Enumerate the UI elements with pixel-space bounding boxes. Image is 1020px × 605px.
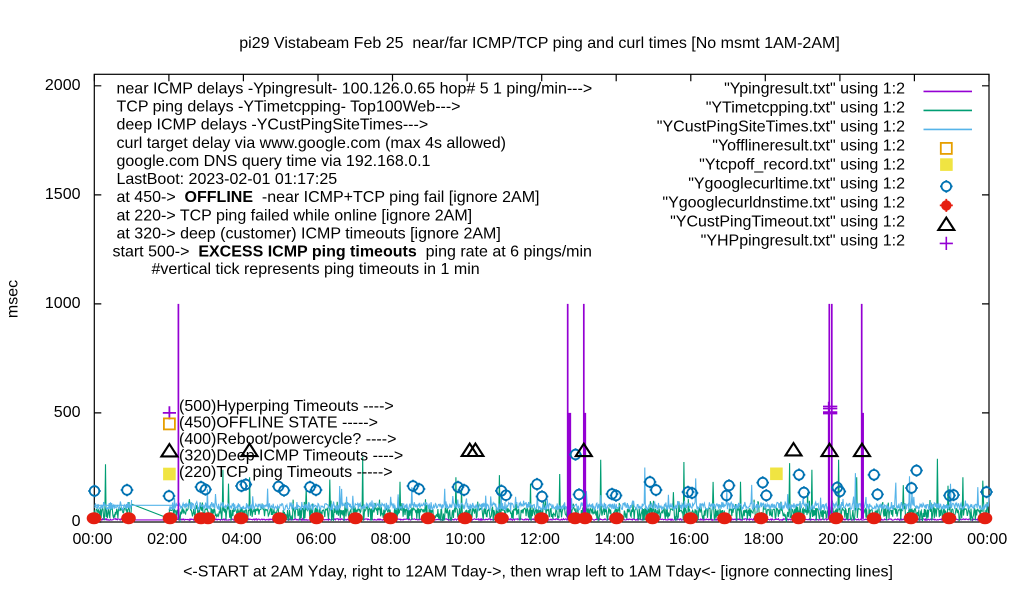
svg-text:at 220-> TCP ping failed while: at 220-> TCP ping failed while online [i… — [117, 208, 473, 225]
svg-text:start 500-> EXCESS ICMP ping: start 500-> EXCESS ICMP ping timeouts pi… — [113, 244, 592, 261]
svg-text:at 320-> deep (customer) ICMP: at 320-> deep (customer) ICMP timeouts [… — [117, 226, 501, 243]
svg-text:"Ytcpoff_record.txt" using 1:2: "Ytcpoff_record.txt" using 1:2 — [699, 157, 905, 174]
svg-text:"YTimetcpping.txt" using 1:2: "YTimetcpping.txt" using 1:2 — [706, 100, 905, 117]
svg-text:04:00: 04:00 — [222, 531, 262, 548]
svg-text:google.com DNS query time via: google.com DNS query time via 192.168.0.… — [117, 153, 431, 170]
svg-text:1000: 1000 — [45, 295, 81, 312]
svg-text:16:00: 16:00 — [669, 531, 709, 548]
svg-text:(320)Deep ICMP Timeouts ---->: (320)Deep ICMP Timeouts ----> — [179, 448, 403, 465]
svg-text:"Yofflineresult.txt" using 1:2: "Yofflineresult.txt" using 1:2 — [712, 138, 905, 155]
svg-text:"YCustPingTimeout.txt" using 1: "YCustPingTimeout.txt" using 1:2 — [670, 214, 905, 231]
svg-text:pi29 Vistabeam Feb 25 near/fa: pi29 Vistabeam Feb 25 near/far ICMP/TCP … — [239, 35, 840, 52]
svg-text:(220)TCP ping Timeouts ----->: (220)TCP ping Timeouts -----> — [179, 464, 393, 481]
svg-text:"Ypingresult.txt" using 1:2: "Ypingresult.txt" using 1:2 — [724, 81, 905, 98]
svg-text:22:00: 22:00 — [893, 531, 933, 548]
svg-text:500: 500 — [54, 404, 81, 421]
svg-text:08:00: 08:00 — [371, 531, 411, 548]
svg-text:"Ygooglecurltime.txt" using 1:: "Ygooglecurltime.txt" using 1:2 — [688, 176, 905, 193]
svg-text:06:00: 06:00 — [296, 531, 336, 548]
svg-text:<-START at 2AM Yday, right to: <-START at 2AM Yday, right to 12AM Tday-… — [183, 564, 893, 581]
svg-text:(400)Reboot/powercycle? ---->: (400)Reboot/powercycle? ----> — [179, 431, 396, 448]
svg-text:"YCustPingSiteTimes.txt" using: "YCustPingSiteTimes.txt" using 1:2 — [657, 119, 905, 136]
svg-text:2000: 2000 — [45, 77, 81, 94]
svg-text:#vertical tick represents ping: #vertical tick represents ping timeouts … — [152, 261, 480, 278]
svg-text:TCP ping delays -YTimetcpping-: TCP ping delays -YTimetcpping- Top100Web… — [117, 99, 461, 116]
svg-text:deep ICMP delays -YCustPingSit: deep ICMP delays -YCustPingSiteTimes---> — [117, 117, 429, 134]
svg-text:"YHPpingresult.txt" using 1:2: "YHPpingresult.txt" using 1:2 — [701, 233, 905, 250]
svg-text:1500: 1500 — [45, 186, 81, 203]
svg-text:LastBoot: 2023-02-01 01:17:25: LastBoot: 2023-02-01 01:17:25 — [117, 171, 338, 188]
svg-text:0: 0 — [72, 513, 81, 530]
svg-text:18:00: 18:00 — [743, 531, 783, 548]
svg-text:00:00: 00:00 — [967, 531, 1007, 548]
svg-text:curl target delay via www.goog: curl target delay via www.google.com (ma… — [117, 135, 507, 152]
svg-text:msec: msec — [5, 280, 22, 318]
svg-text:(500)Hyperping Timeouts ---->: (500)Hyperping Timeouts ----> — [179, 398, 394, 415]
svg-text:near ICMP delays -Ypingresult-: near ICMP delays -Ypingresult- 100.126.0… — [117, 81, 593, 98]
svg-text:14:00: 14:00 — [594, 531, 634, 548]
svg-text:10:00: 10:00 — [445, 531, 485, 548]
svg-text:02:00: 02:00 — [147, 531, 187, 548]
svg-text:(450)OFFLINE STATE ----->: (450)OFFLINE STATE -----> — [179, 414, 378, 431]
svg-text:"Ygooglecurldnstime.txt" using: "Ygooglecurldnstime.txt" using 1:2 — [662, 195, 905, 212]
svg-text:12:00: 12:00 — [520, 531, 560, 548]
svg-text:at 450-> OFFLINE -near ICMP+: at 450-> OFFLINE -near ICMP+TCP ping fai… — [117, 189, 540, 206]
svg-text:00:00: 00:00 — [72, 531, 112, 548]
svg-text:20:00: 20:00 — [818, 531, 858, 548]
